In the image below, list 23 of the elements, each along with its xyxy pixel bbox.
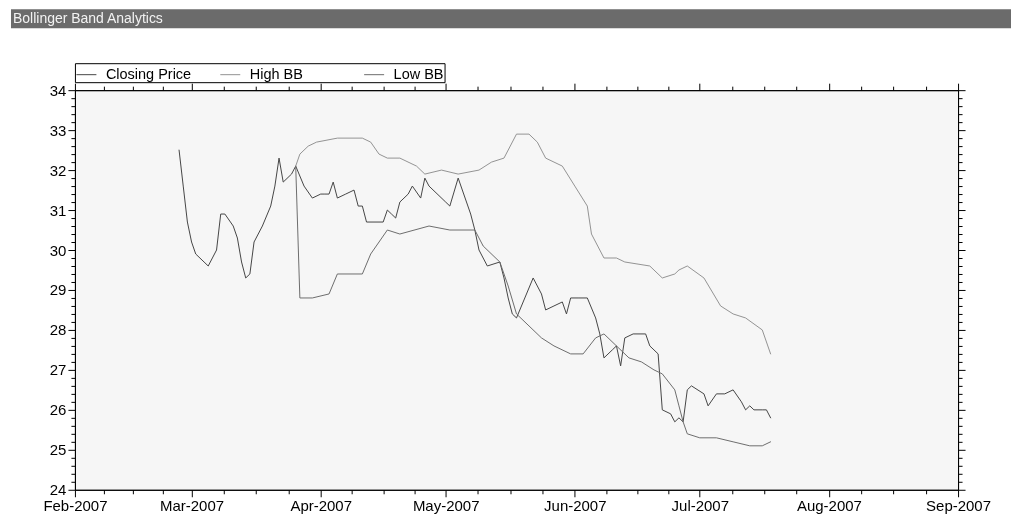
x-tick-label: Apr-2007: [290, 497, 352, 515]
x-tick-label: May-2007: [412, 497, 480, 515]
y-tick-label: 26: [49, 401, 67, 419]
x-tick-label: Feb-2007: [43, 497, 108, 515]
x-tick-label: Aug-2007: [796, 497, 862, 515]
y-tick-label: 34: [49, 81, 67, 99]
y-tick-label: 31: [49, 201, 67, 219]
y-tick-label: 25: [49, 441, 67, 459]
legend-label: Low BB: [393, 65, 444, 82]
y-tick-label: 24: [49, 481, 67, 499]
y-tick-label: 27: [49, 361, 67, 379]
y-tick-label: 28: [49, 321, 67, 339]
chart-title: Bollinger Band Analytics: [12, 10, 163, 27]
legend-label: Closing Price: [105, 65, 192, 82]
y-tick-label: 30: [49, 241, 67, 259]
x-tick-label: Sep-2007: [926, 497, 992, 515]
legend-label: High BB: [249, 65, 303, 82]
y-tick-label: 32: [49, 161, 67, 179]
y-tick-label: 33: [49, 121, 67, 139]
x-tick-label: Jul-2007: [671, 497, 729, 515]
x-tick-label: Mar-2007: [160, 497, 225, 515]
x-tick-label: Jun-2007: [544, 497, 607, 515]
y-tick-label: 29: [49, 281, 67, 299]
